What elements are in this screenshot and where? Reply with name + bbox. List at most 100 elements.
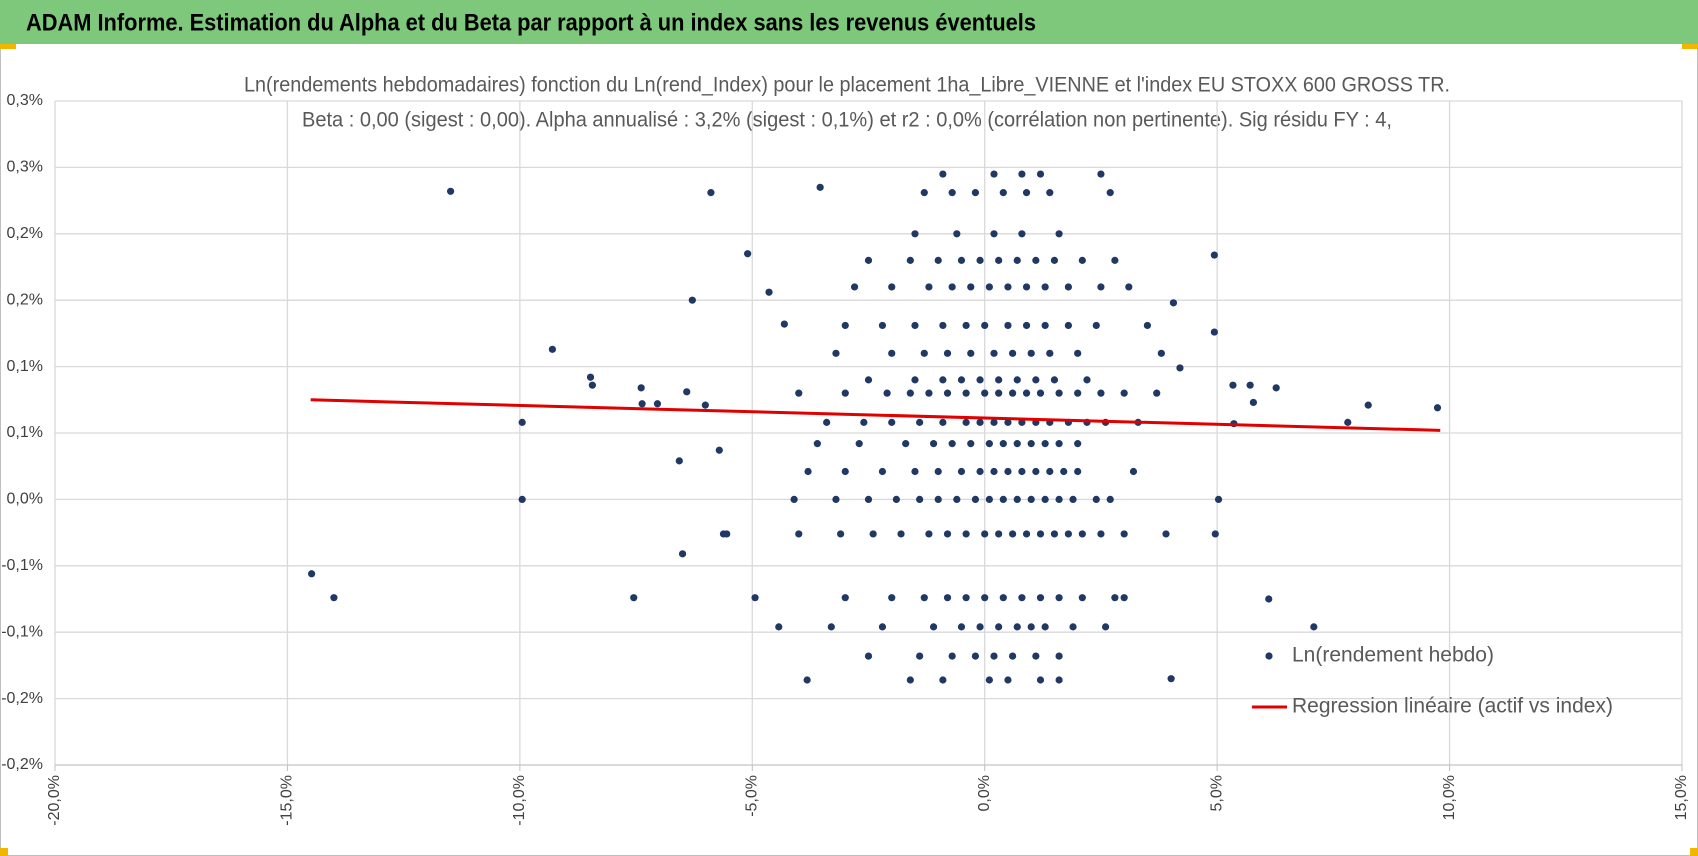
scatter-point (906, 676, 914, 684)
scatter-point (1169, 299, 1178, 307)
y-tick-label: 0,3% (7, 92, 43, 109)
scatter-point (638, 400, 646, 408)
scatter-point (1120, 594, 1128, 602)
scatter-point (920, 349, 928, 357)
scatter-point (1272, 384, 1280, 392)
scatter-point (962, 418, 970, 426)
scatter-point (962, 321, 970, 330)
scatter-point (330, 594, 338, 602)
scatter-point (939, 676, 947, 684)
scatter-point (1097, 170, 1105, 178)
scatter-point (948, 283, 956, 291)
scatter-point (790, 495, 798, 503)
scatter-point (911, 321, 919, 330)
scatter-point (841, 321, 849, 330)
scatter-point (1364, 401, 1372, 409)
scatter-point (518, 418, 526, 426)
scatter-point (920, 594, 928, 602)
scatter-point (939, 418, 947, 426)
x-tick-label: -20,0% (46, 775, 63, 826)
scatter-point (1055, 594, 1063, 602)
x-tick-label: -5,0% (744, 775, 761, 817)
scatter-point (1013, 440, 1021, 448)
scatter-point (985, 440, 993, 448)
scatter-point (1120, 530, 1128, 538)
scatter-point (985, 283, 993, 291)
scatter-point (962, 530, 970, 538)
scatter-point (943, 349, 952, 357)
scatter-point (990, 467, 998, 476)
corner-mark (0, 44, 16, 49)
scatter-point (860, 418, 868, 426)
scatter-point (967, 440, 975, 448)
scatter-point (744, 250, 752, 258)
y-tick-label: 0,1% (7, 358, 43, 375)
scatter-point (1143, 321, 1152, 330)
scatter-point (971, 495, 980, 503)
scatter-point (1046, 189, 1054, 197)
scatter-point (630, 594, 638, 602)
scatter-point (943, 389, 952, 397)
scatter-point (981, 321, 989, 330)
scatter-point (1055, 389, 1063, 397)
scatter-point (1027, 349, 1035, 357)
scatter-point (925, 283, 933, 291)
scatter-point (1055, 230, 1063, 238)
scatter-point (1046, 349, 1054, 357)
scatter-point (939, 170, 947, 178)
x-tick-label: 0,0% (976, 775, 993, 811)
scatter-point (1022, 389, 1031, 397)
scatter-point (985, 495, 993, 503)
scatter-point (841, 467, 849, 476)
scatter-point (1022, 283, 1031, 291)
scatter-point (850, 283, 859, 291)
scatter-point (832, 495, 840, 503)
scatter-point (934, 495, 942, 503)
scatter-point (1176, 364, 1184, 372)
scatter-point (1210, 251, 1218, 259)
scatter-point (1157, 349, 1165, 357)
scatter-point (1064, 321, 1072, 330)
y-tick-label: 0,2% (7, 291, 43, 308)
scatter-point (1009, 652, 1017, 660)
scatter-point (929, 623, 938, 631)
scatter-point (707, 189, 715, 197)
scatter-point (1041, 283, 1049, 291)
scatter-point (990, 230, 998, 238)
scatter-point (999, 189, 1007, 197)
scatter-point (967, 349, 975, 357)
scatter-point (953, 495, 961, 503)
scatter-point (308, 570, 316, 578)
scatter-point (995, 389, 1003, 397)
scatter-point (1046, 467, 1054, 476)
scatter-point (1111, 594, 1119, 602)
scatter-point (990, 652, 998, 660)
scatter-point (995, 256, 1003, 264)
page-title: ADAM Informe. Estimation du Alpha et du … (26, 9, 1036, 36)
scatter-point (985, 676, 993, 684)
scatter-point (957, 623, 966, 631)
scatter-point (1013, 495, 1021, 503)
scatter-point (1074, 467, 1082, 476)
scatter-point (990, 170, 998, 178)
scatter-point (1162, 530, 1170, 538)
y-tick-label: 0,2% (7, 225, 43, 242)
scatter-point (586, 373, 595, 381)
scatter-point (715, 446, 723, 454)
scatter-point (1018, 230, 1026, 238)
scatter-point (1036, 594, 1045, 602)
scatter-point (948, 189, 956, 197)
scatter-point (981, 389, 989, 397)
scatter-point (976, 623, 984, 631)
scatter-point (1055, 652, 1063, 660)
scatter-point (1265, 595, 1273, 603)
scatter-point (906, 256, 914, 264)
scatter-point (1041, 321, 1049, 330)
scatter-point (751, 594, 759, 602)
scatter-point (1032, 652, 1040, 660)
scatter-point (888, 283, 896, 291)
scatter-point (1032, 467, 1040, 476)
scatter-point (1027, 440, 1035, 448)
scatter-point (1229, 381, 1237, 389)
scatter-point (939, 376, 947, 384)
